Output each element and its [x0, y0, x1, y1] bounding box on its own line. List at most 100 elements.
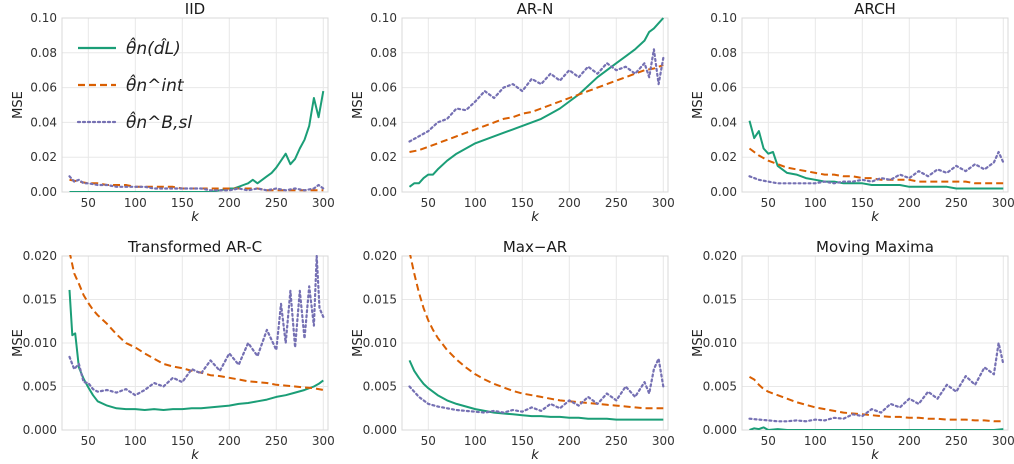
y-tick-label: 0.10 — [370, 11, 397, 25]
x-tick-label: 250 — [265, 434, 288, 448]
y-axis-label: MSE — [11, 91, 26, 119]
series-line-estimator-dl — [68, 289, 324, 411]
series-line-estimator-dl — [748, 120, 1004, 190]
x-tick-label: 50 — [761, 196, 776, 210]
y-tick-label: 0.010 — [23, 336, 57, 350]
series-line-estimator-bsl — [68, 255, 325, 397]
x-tick-label: 300 — [312, 196, 335, 210]
x-tick-label: 50 — [81, 434, 96, 448]
x-axis-label: k — [871, 210, 879, 225]
x-tick-label: 100 — [124, 196, 147, 210]
x-tick-label: 150 — [851, 434, 874, 448]
legend-label: θ̂n(d̂L) — [126, 36, 181, 59]
y-tick-label: 0.000 — [23, 423, 57, 437]
x-tick-label: 150 — [511, 196, 534, 210]
series-line-estimator-dl — [69, 90, 325, 192]
series-line-estimator-int — [409, 64, 664, 153]
x-tick-label: 100 — [464, 434, 487, 448]
x-tick-label: 150 — [171, 434, 194, 448]
y-tick-label: 0.06 — [370, 81, 397, 95]
y-tick-label: 0.08 — [710, 46, 737, 60]
y-tick-label: 0.02 — [30, 150, 57, 164]
chart-panel: 50 100 150 200 250 300 0.00 0.02 0.04 0.06 0.08 0.1… — [691, 0, 1014, 225]
y-tick-label: 0.06 — [710, 81, 737, 95]
x-tick-label: 200 — [898, 196, 921, 210]
x-tick-label: 100 — [804, 196, 827, 210]
series-line-estimator-dl — [408, 359, 664, 421]
series-line-estimator-int — [748, 147, 1004, 185]
y-tick-label: 0.06 — [30, 81, 57, 95]
y-tick-label: 0.005 — [23, 380, 57, 394]
panel-title: AR-N — [517, 0, 554, 18]
x-axis-label: k — [191, 448, 199, 463]
x-tick-label: 250 — [945, 196, 968, 210]
series-line-estimator-bsl — [68, 175, 325, 192]
x-tick-label: 150 — [851, 196, 874, 210]
x-axis-label: k — [871, 448, 879, 463]
x-tick-label: 300 — [652, 196, 675, 210]
y-tick-label: 0.08 — [30, 46, 57, 60]
chart-panel: 50 100 150 200 250 300 0.000 0.005 0.010 0.015 0.0… — [351, 238, 675, 463]
plot-frame — [401, 17, 669, 193]
y-tick-label: 0.04 — [710, 115, 737, 129]
series-line-estimator-bsl — [408, 48, 665, 143]
x-axis-label: k — [191, 210, 199, 225]
y-tick-label: 0.000 — [363, 423, 397, 437]
chart-panel: 50 100 150 200 250 300 0.00 0.02 0.04 0.06 0.08 0.1… — [351, 0, 675, 225]
x-tick-label: 50 — [81, 196, 96, 210]
x-tick-label: 300 — [992, 434, 1014, 448]
panel-title: Max−AR — [503, 238, 567, 256]
y-tick-label: 0.02 — [710, 150, 737, 164]
x-axis-label: k — [531, 210, 539, 225]
y-tick-label: 0.08 — [370, 46, 397, 60]
plot-frame — [61, 255, 329, 431]
y-tick-label: 0.00 — [370, 185, 397, 199]
panel-title: IID — [185, 0, 205, 18]
x-tick-label: 200 — [558, 434, 581, 448]
x-tick-label: 250 — [265, 196, 288, 210]
y-tick-label: 0.015 — [703, 293, 737, 307]
x-tick-label: 100 — [804, 434, 827, 448]
y-tick-label: 0.015 — [363, 293, 397, 307]
y-tick-label: 0.00 — [30, 185, 57, 199]
y-tick-label: 0.005 — [363, 380, 397, 394]
y-tick-label: 0.005 — [703, 380, 737, 394]
chart-panel: 50 100 150 200 250 300 0.00 0.02 0.04 0.06 0.08 0.1… — [11, 0, 335, 225]
x-tick-label: 250 — [605, 196, 628, 210]
y-tick-label: 0.010 — [363, 336, 397, 350]
y-axis-label: MSE — [351, 329, 366, 357]
y-tick-label: 0.02 — [370, 150, 397, 164]
x-tick-label: 100 — [464, 196, 487, 210]
x-tick-label: 150 — [511, 434, 534, 448]
y-tick-label: 0.04 — [370, 115, 397, 129]
panel-title: ARCH — [854, 0, 896, 18]
series-line-estimator-dl — [408, 17, 665, 188]
legend: θ̂n(d̂L) θ̂n^int θ̂n^B,sl — [76, 36, 192, 133]
y-tick-label: 0.020 — [703, 249, 737, 263]
x-tick-label: 150 — [171, 196, 194, 210]
x-tick-label: 300 — [312, 434, 335, 448]
x-tick-label: 50 — [761, 434, 776, 448]
series-line-estimator-int — [409, 255, 664, 410]
y-tick-label: 0.020 — [23, 249, 57, 263]
x-tick-label: 300 — [652, 434, 675, 448]
plot-frame — [741, 17, 1009, 193]
y-tick-label: 0.04 — [30, 115, 57, 129]
x-tick-label: 250 — [945, 434, 968, 448]
series-line-estimator-int — [69, 255, 324, 391]
series-line-estimator-dl — [749, 426, 1004, 430]
chart-panel: 50 100 150 200 250 300 0.000 0.005 0.010 0.015 0.0… — [11, 238, 335, 463]
series-line-estimator-bsl — [748, 341, 1005, 423]
series-line-estimator-bsl — [408, 357, 665, 414]
y-axis-label: MSE — [11, 329, 26, 357]
x-tick-label: 200 — [218, 434, 241, 448]
x-tick-label: 50 — [421, 196, 436, 210]
x-tick-label: 300 — [992, 196, 1014, 210]
x-tick-label: 100 — [124, 434, 147, 448]
legend-label: θ̂n^B,sl — [126, 110, 192, 133]
chart-panel: 50 100 150 200 250 300 0.000 0.005 0.010 0.015 0.0… — [691, 238, 1014, 463]
y-tick-label: 0.000 — [703, 423, 737, 437]
y-tick-label: 0.10 — [30, 11, 57, 25]
plot-frame — [61, 17, 329, 193]
